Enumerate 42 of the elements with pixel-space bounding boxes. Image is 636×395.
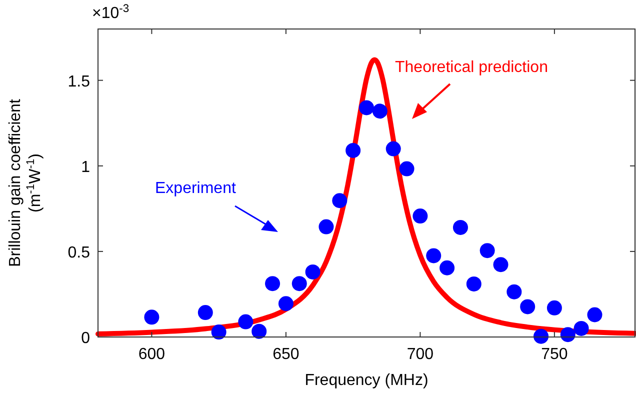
point (399, 161, 414, 176)
y-tick-label: 1.5 (68, 73, 90, 90)
point (386, 141, 401, 156)
x-axis-title: Frequency (MHz) (304, 372, 428, 389)
point (587, 307, 602, 322)
point (252, 324, 267, 339)
point (534, 328, 549, 344)
text: ×10$^{-3}$ (92, 3, 130, 22)
annotation: Experiment (155, 180, 236, 197)
point (560, 327, 576, 342)
point (546, 300, 562, 316)
annotation: Theoretical prediction (395, 59, 548, 76)
point (346, 142, 361, 158)
y-tick-label: 1 (81, 158, 90, 176)
point (238, 314, 254, 330)
x-tick-label: 650 (272, 346, 300, 363)
point (211, 324, 226, 340)
point (318, 219, 334, 234)
y-tick-label: 0.5 (68, 244, 90, 262)
point (198, 305, 213, 320)
x-tick-label: 750 (541, 346, 568, 363)
point (520, 299, 536, 314)
point (480, 243, 495, 258)
point (372, 104, 388, 119)
point (440, 260, 455, 276)
point (574, 320, 589, 336)
point (493, 257, 508, 272)
point (359, 100, 374, 116)
point (278, 296, 294, 312)
point (144, 310, 160, 325)
point (426, 248, 442, 264)
point (506, 284, 522, 300)
point (466, 276, 482, 292)
point (305, 264, 320, 280)
point (452, 220, 468, 235)
point (265, 276, 280, 292)
x-tick-label: 600 (138, 346, 166, 363)
y-tick-label: 0 (81, 330, 90, 347)
point (332, 193, 348, 208)
point (292, 276, 307, 292)
x-tick-label: 700 (406, 346, 434, 363)
point (412, 208, 428, 224)
